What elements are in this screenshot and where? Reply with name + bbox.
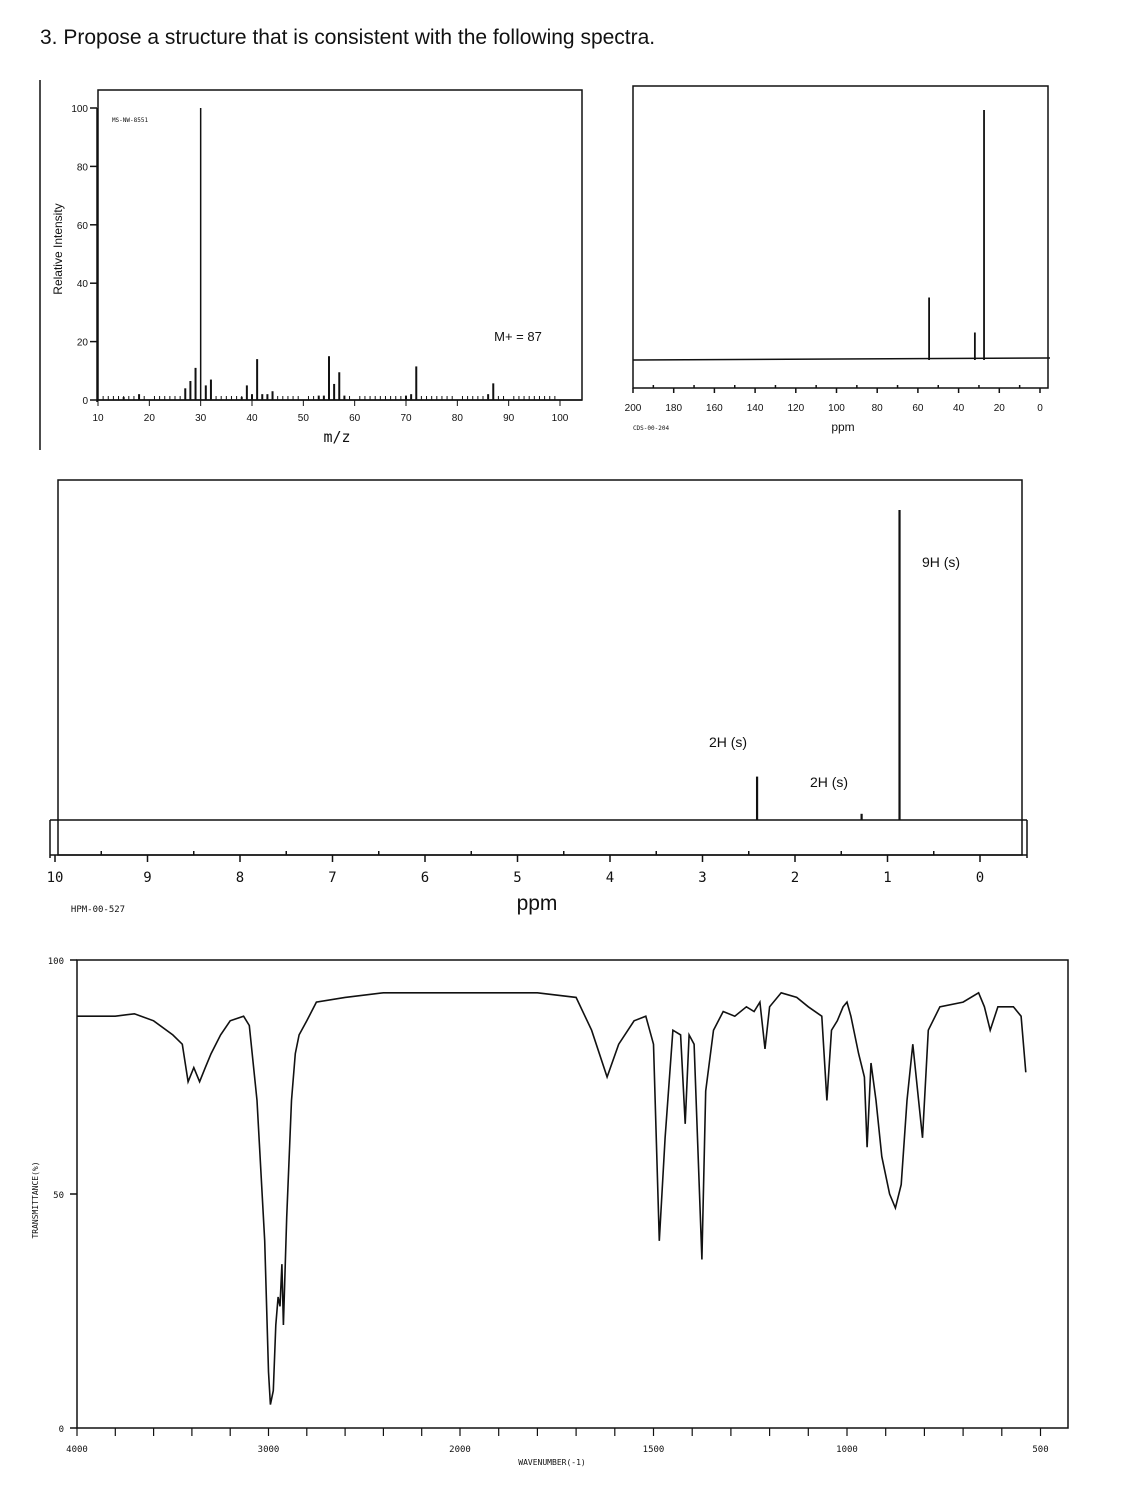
ms-x-tick-label: 20 (144, 413, 156, 424)
c13-x-tick-label: 20 (994, 403, 1006, 414)
c13-x-tick-label: 100 (828, 403, 845, 414)
c13-x-tick-label: 80 (872, 403, 884, 414)
c13-spectrum-code: CDS-00-204 (633, 425, 670, 432)
ms-x-tick-label: 90 (503, 413, 515, 424)
ir-y-tick-label: 100 (48, 957, 64, 967)
ms-y-tick-label: 100 (71, 104, 88, 115)
h1-x-tick-label: 8 (236, 870, 244, 886)
c13-x-tick-label: 200 (625, 403, 642, 414)
ms-y-tick-label: 20 (77, 338, 89, 349)
ms-x-tick-label: 100 (552, 413, 569, 424)
ir-y-tick-label: 0 (59, 1425, 64, 1435)
c13-x-tick-label: 60 (912, 403, 924, 414)
c13-baseline (632, 357, 1051, 361)
c13-x-tick-label: 40 (953, 403, 965, 414)
c13-x-tick-label: 140 (747, 403, 764, 414)
h1-x-tick-label: 0 (976, 870, 984, 886)
h1-spectrum-code: HPM-00-527 (71, 905, 125, 915)
molecular-ion-annotation: M+ = 87 (494, 329, 542, 344)
h1-plot-frame (57, 479, 1023, 856)
ir-plot-frame (76, 959, 1069, 1429)
h1-x-tick-label: 3 (698, 870, 706, 886)
ir-y-tick-label: 50 (53, 1191, 64, 1201)
ir-x-tick-label: 4000 (66, 1445, 88, 1455)
ir-x-tick-label: 2000 (449, 1445, 471, 1455)
h1-x-tick-label: 1 (883, 870, 891, 886)
ms-x-tick-label: 70 (400, 413, 412, 424)
c13-x-tick-label: 180 (665, 403, 682, 414)
h1-peak-integration-label: 2H (s) (709, 734, 747, 750)
c13-plot-frame (632, 85, 1049, 389)
h1-x-tick-label: 7 (328, 870, 336, 886)
c13-x-tick-label: 0 (1037, 403, 1043, 414)
ms-plot-frame (97, 89, 583, 401)
c13-x-tick-label: 120 (787, 403, 804, 414)
ms-x-tick-label: 80 (452, 413, 464, 424)
h1-x-tick-label: 4 (606, 870, 614, 886)
ms-spectrum-code: MS-NW-8551 (112, 117, 149, 124)
ir-x-tick-label: 3000 (258, 1445, 280, 1455)
c13-x-axis-label: ppm (831, 420, 854, 434)
h1-x-tick-label: 2 (791, 870, 799, 886)
ir-y-axis-label: TRANSMITTANCE(%) (31, 1161, 40, 1238)
h1-x-tick-label: 9 (143, 870, 151, 886)
ms-x-tick-label: 30 (195, 413, 207, 424)
ms-y-tick-label: 80 (77, 162, 89, 173)
ms-y-tick-label: 60 (77, 221, 89, 232)
ir-x-axis-label: WAVENUMBER(-1) (518, 1458, 585, 1467)
question-title: 3. Propose a structure that is consisten… (40, 26, 656, 49)
ir-transmittance-curve (77, 991, 1027, 1405)
ir-x-tick-label: 1500 (643, 1445, 665, 1455)
c13-x-tick-label: 160 (706, 403, 723, 414)
h1-peak-integration-label: 2H (s) (810, 774, 848, 790)
ir-x-tick-label: 500 (1032, 1445, 1048, 1455)
h1-x-tick-label: 10 (47, 870, 64, 886)
ms-x-tick-label: 50 (298, 413, 310, 424)
ir-x-tick-label: 1000 (836, 1445, 858, 1455)
ms-y-tick-label: 0 (82, 396, 88, 407)
ms-y-axis-label: Relative Intensity (51, 203, 65, 294)
ms-x-tick-label: 40 (246, 413, 258, 424)
h1-x-axis-label: ppm (517, 892, 558, 915)
ms-x-axis-label: m/z (323, 428, 350, 446)
h1-x-tick-label: 6 (421, 870, 429, 886)
ms-y-tick-label: 40 (77, 279, 89, 290)
ms-x-tick-label: 10 (92, 413, 104, 424)
h1-x-tick-label: 5 (513, 870, 521, 886)
ms-x-tick-label: 60 (349, 413, 361, 424)
h1-peak-integration-label: 9H (s) (922, 554, 960, 570)
